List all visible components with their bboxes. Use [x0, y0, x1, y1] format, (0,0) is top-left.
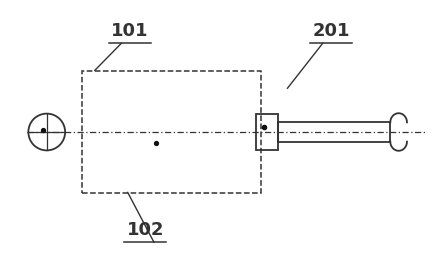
- Bar: [255, 114, 278, 150]
- Bar: [278, 122, 390, 142]
- Text: 102: 102: [126, 221, 164, 239]
- Text: 201: 201: [313, 22, 350, 40]
- Text: 101: 101: [111, 22, 149, 40]
- Bar: [82, 71, 261, 193]
